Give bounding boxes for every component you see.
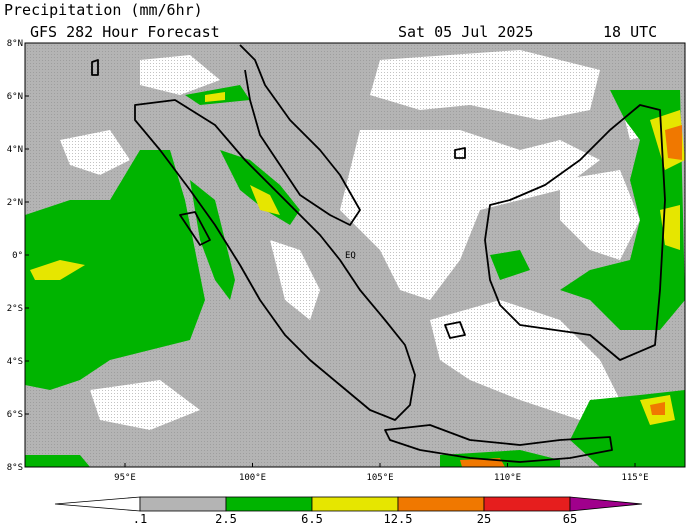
lat-label: 4°S: [7, 357, 23, 367]
colorbar-label: 65: [563, 512, 577, 525]
lat-label: 2°N: [7, 198, 23, 208]
lon-label: 95°E: [114, 473, 136, 483]
precip-field: [25, 43, 685, 467]
lat-label: 4°N: [7, 145, 23, 155]
lon-label: 105°E: [366, 473, 393, 483]
colorbar-label: 6.5: [301, 512, 323, 525]
date: Sat 05 Jul 2025: [398, 23, 533, 41]
colorbar-label: 25: [477, 512, 491, 525]
colorbar-bin: [139, 496, 227, 512]
colorbar-label: .1: [133, 512, 147, 525]
lat-label: 2°S: [7, 304, 23, 314]
lon-label: 115°E: [621, 473, 648, 483]
title: Precipitation (mm/6hr): [4, 1, 203, 19]
lat-label: 8°S: [7, 463, 23, 473]
colorbar-low-end: [54, 496, 141, 512]
subtitle: GFS 282 Hour Forecast: [30, 23, 220, 41]
colorbar-bin: [483, 496, 571, 512]
colorbar-high-end: [569, 496, 643, 512]
lat-label: 6°S: [7, 410, 23, 420]
time: 18 UTC: [603, 23, 657, 41]
equator-label: EQ: [345, 251, 356, 261]
colorbar-bin: [397, 496, 485, 512]
colorbar-bin: [311, 496, 399, 512]
colorbar-label: 12.5: [384, 512, 413, 525]
lon-label: 100°E: [239, 473, 266, 483]
colorbar-label: 2.5: [215, 512, 237, 525]
lon-label: 110°E: [494, 473, 521, 483]
lat-label: 0°: [12, 251, 23, 261]
colorbar-bin: [225, 496, 313, 512]
lat-label: 6°N: [7, 92, 23, 102]
lat-label: 8°N: [7, 39, 23, 49]
